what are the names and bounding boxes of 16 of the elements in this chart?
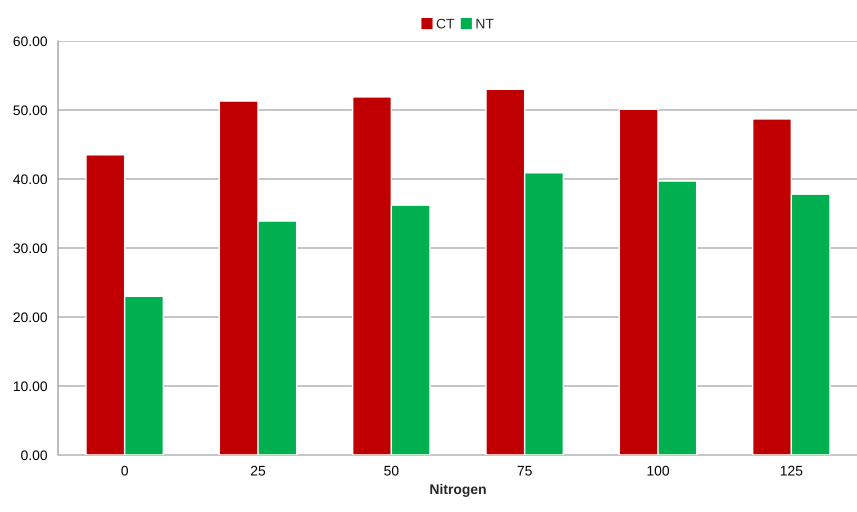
x-tick-label: 75 [518, 466, 532, 476]
legend-label: CT [436, 18, 454, 29]
y-tick-label: 40.00 [13, 174, 48, 184]
legend-label: NT [476, 18, 494, 28]
x-tick-label: 25 [250, 466, 266, 476]
x-tick-label: 125 [780, 466, 802, 476]
y-tick-label: 50.00 [13, 105, 48, 116]
x-axis-title: Nitrogen [430, 484, 486, 497]
y-tick-label: 60.00 [14, 36, 48, 46]
x-tick-label: 0 [121, 466, 128, 476]
y-tick-label: 0.00 [21, 450, 48, 460]
x-tick-label: 50 [384, 466, 399, 476]
x-tick-label: 100 [647, 466, 670, 476]
y-tick-label: 30.00 [13, 243, 48, 254]
y-tick-label: 20.00 [14, 312, 48, 322]
y-tick-label: 10.00 [14, 381, 48, 392]
